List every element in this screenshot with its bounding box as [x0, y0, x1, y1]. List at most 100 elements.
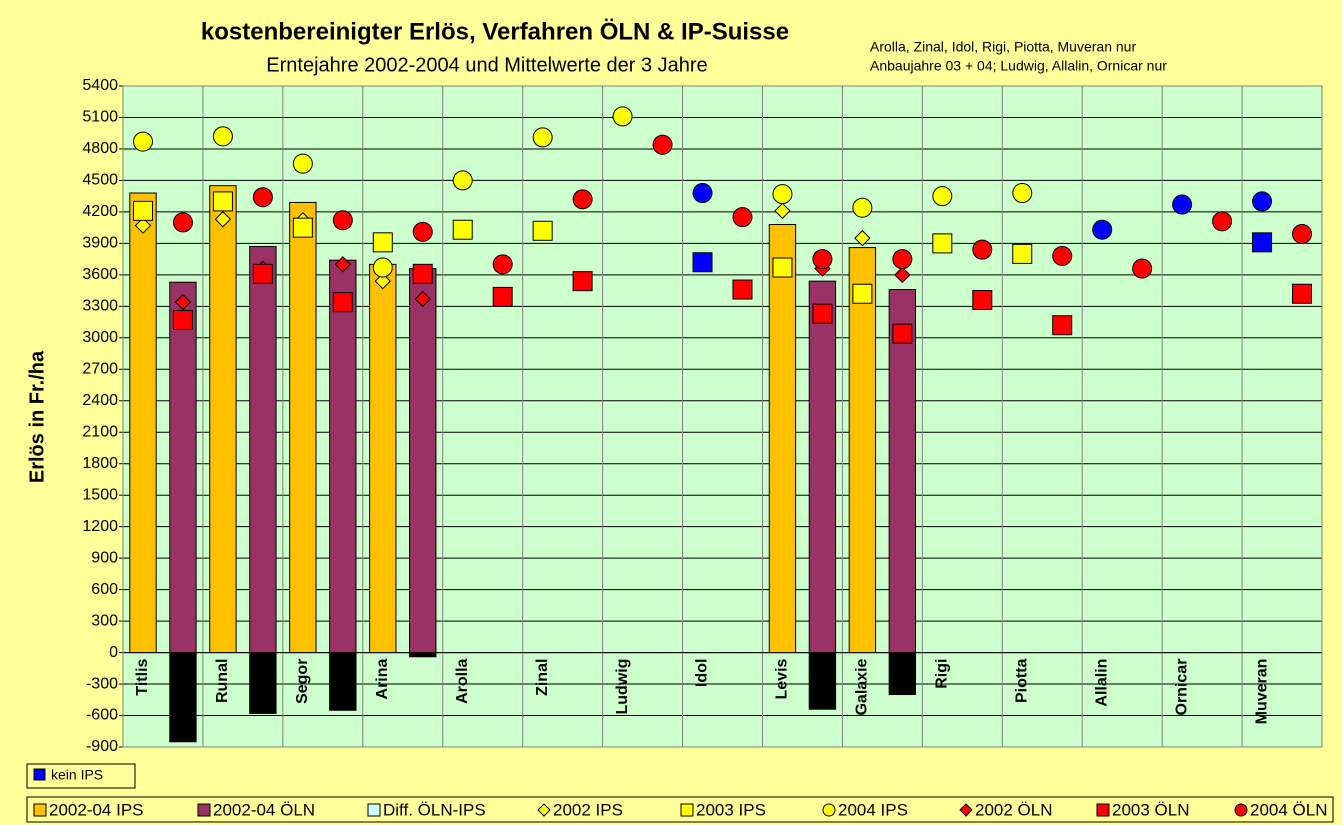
- x-tick-label: Rigi: [934, 659, 951, 689]
- y-tick-label: -300: [86, 675, 118, 692]
- legend-swatch: [367, 803, 381, 817]
- legend-label: 2004 IPS: [838, 800, 908, 819]
- marker: [174, 293, 192, 311]
- marker: [172, 309, 193, 330]
- marker: [652, 134, 673, 155]
- x-tick-label: Zinal: [534, 659, 551, 696]
- bar: [848, 247, 877, 654]
- y-tick-label: -900: [86, 738, 118, 755]
- x-tick-label: Arolla: [454, 658, 471, 703]
- marker: [334, 256, 352, 273]
- marker: [692, 252, 713, 273]
- y-tick-label: 4800: [82, 140, 118, 157]
- marker: [1012, 243, 1033, 264]
- bar: [409, 652, 437, 658]
- bar: [329, 259, 357, 654]
- marker: [1212, 211, 1233, 232]
- marker: [852, 197, 873, 218]
- legend-swatch: [33, 803, 47, 817]
- legend-label: 2002-04 ÖLN: [213, 800, 315, 819]
- bar: [169, 281, 197, 654]
- marker: [172, 212, 193, 233]
- marker: [134, 217, 152, 234]
- marker: [812, 249, 833, 270]
- marker: [332, 210, 353, 231]
- marker: [854, 229, 871, 247]
- x-tick-label: Muveran: [1253, 659, 1270, 725]
- legend-swatch: [197, 803, 211, 817]
- x-tick-label: Titlis: [134, 658, 151, 695]
- bar: [289, 201, 317, 654]
- marker: [372, 257, 393, 278]
- marker: [132, 131, 153, 152]
- marker: [372, 232, 393, 253]
- marker: [252, 263, 273, 284]
- legend-label: 2002 IPS: [553, 800, 623, 819]
- marker: [532, 127, 553, 148]
- marker: [932, 233, 953, 254]
- bar: [808, 652, 837, 710]
- marker: [1172, 194, 1193, 215]
- marker: [1292, 223, 1313, 244]
- legend-swatch: [1234, 803, 1248, 817]
- bar: [329, 652, 357, 711]
- y-tick-label: 4500: [82, 172, 118, 189]
- marker: [1252, 191, 1273, 212]
- legend-swatch: [959, 803, 973, 817]
- marker: [732, 207, 753, 228]
- marker: [772, 184, 793, 205]
- bar: [209, 185, 237, 654]
- marker: [214, 211, 232, 228]
- marker: [1132, 258, 1153, 279]
- bar: [768, 223, 797, 654]
- y-tick-label: 2100: [82, 423, 118, 440]
- marker: [374, 272, 391, 290]
- marker: [894, 266, 911, 284]
- plot-area: [123, 86, 1322, 747]
- marker: [774, 202, 791, 220]
- bar: [169, 652, 197, 743]
- marker: [1012, 183, 1033, 204]
- marker: [812, 303, 833, 324]
- y-tick-label: 3300: [82, 298, 118, 315]
- x-tick-label: Segor: [294, 659, 311, 704]
- marker: [972, 290, 993, 311]
- legend-label: 2004 ÖLN: [1250, 800, 1328, 819]
- marker: [292, 153, 313, 174]
- marker: [732, 279, 753, 300]
- marker: [132, 200, 153, 221]
- marker: [572, 271, 593, 292]
- legend-box: [26, 796, 1334, 823]
- bar: [888, 652, 917, 696]
- bar: [369, 263, 397, 654]
- marker: [892, 323, 913, 344]
- legend-label: 2002-04 IPS: [49, 800, 144, 819]
- marker: [852, 283, 873, 304]
- marker: [1292, 283, 1313, 304]
- y-tick-label: 5100: [82, 109, 118, 126]
- marker: [332, 292, 353, 313]
- marker: [532, 220, 553, 241]
- bar: [129, 192, 157, 654]
- y-axis-label: Erlös in Fr./ha: [26, 350, 48, 483]
- marker: [612, 106, 633, 127]
- x-tick-label: Ornicar: [1173, 659, 1190, 716]
- kein-ips-box: [26, 763, 136, 789]
- y-tick-label: 300: [91, 612, 118, 629]
- bar: [409, 268, 437, 654]
- marker: [492, 254, 513, 275]
- y-tick-label: 3600: [82, 266, 118, 283]
- marker: [1052, 315, 1073, 336]
- legend-label: 2003 ÖLN: [1112, 800, 1190, 819]
- marker: [772, 257, 793, 278]
- marker: [414, 290, 431, 308]
- legend-swatch: [1096, 803, 1110, 817]
- bar: [249, 652, 277, 714]
- marker: [572, 189, 593, 210]
- legend-swatch: [33, 768, 46, 781]
- x-tick-label: Allalin: [1093, 659, 1110, 707]
- x-tick-label: Idol: [694, 659, 711, 687]
- x-tick-label: Galaxie: [854, 658, 871, 715]
- annotation: Anbaujahre 03 + 04; Ludwig, Allalin, Orn…: [870, 58, 1167, 74]
- annotation: Arolla, Zinal, Idol, Rigi, Piotta, Muver…: [870, 39, 1136, 55]
